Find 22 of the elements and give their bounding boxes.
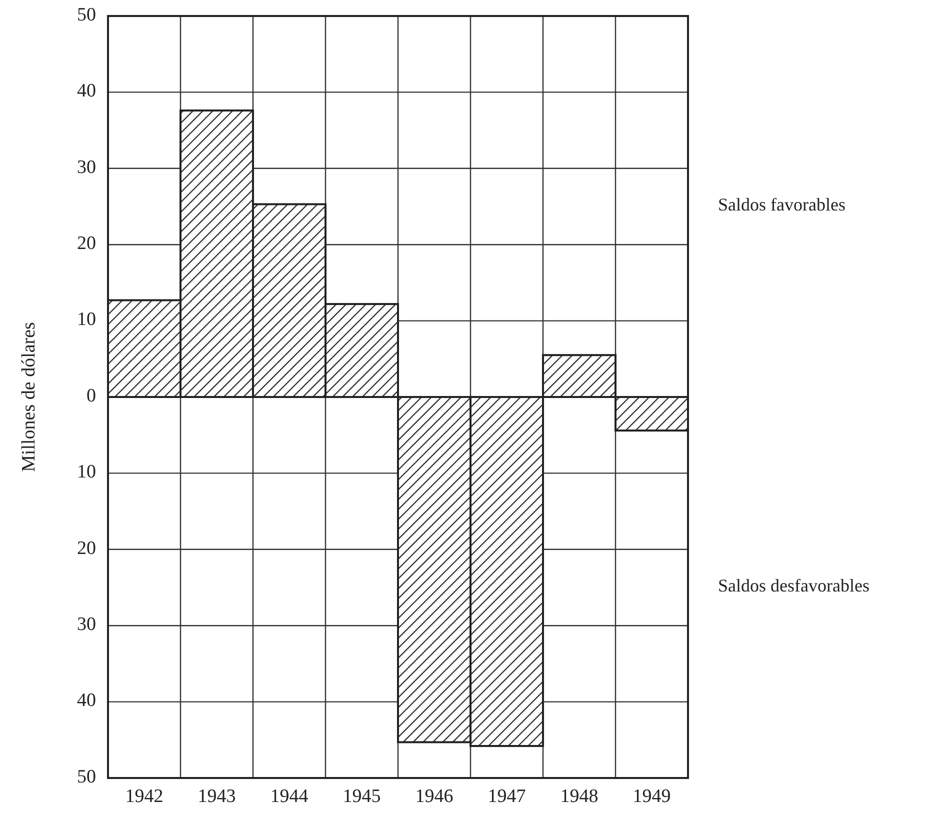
y-tick-label: 10: [77, 309, 96, 330]
x-tick-label: 1947: [488, 786, 526, 807]
y-tick-label: 10: [77, 462, 96, 483]
y-tick-label: 50: [77, 766, 96, 788]
x-tick-label: 1942: [125, 786, 164, 807]
x-tick-label: 1949: [632, 786, 671, 807]
y-tick-label: 50: [77, 4, 96, 26]
x-tick-label: 1946: [415, 786, 454, 807]
x-tick-label: 1944: [270, 786, 309, 807]
x-tick-label: 1943: [198, 786, 236, 807]
y-tick-label: 40: [77, 80, 96, 102]
y-tick-label: 20: [77, 232, 96, 254]
x-tick-label: 1945: [342, 786, 381, 807]
x-tick-label: 1948: [560, 786, 598, 807]
text: Saldos desfavorables: [718, 576, 870, 596]
y-axis-title: Millones de dólares: [18, 322, 40, 472]
text: Saldos favorables: [718, 194, 846, 215]
y-tick-label: 0: [86, 385, 96, 406]
y-tick-label: 30: [77, 156, 96, 178]
y-tick-label: 30: [77, 614, 96, 635]
y-tick-label: 40: [77, 690, 96, 712]
y-tick-label: 20: [77, 538, 96, 559]
